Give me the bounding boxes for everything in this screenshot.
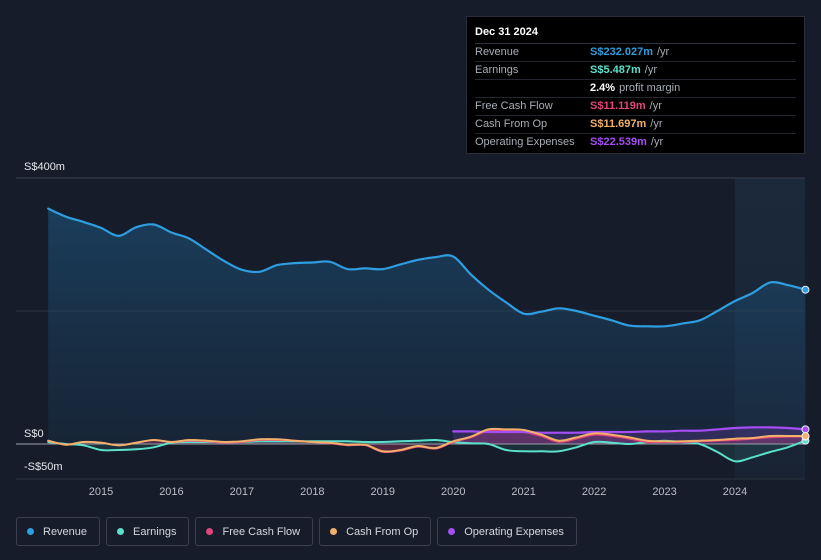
legend-item-earnings[interactable]: Earnings — [106, 517, 190, 546]
cash-from-op-end-point — [801, 432, 810, 441]
operating-expenses-dot-icon — [448, 528, 456, 535]
x-tick-label: 2019 — [371, 486, 395, 498]
legend-item-revenue[interactable]: Revenue — [16, 517, 101, 546]
x-tick-label: 2022 — [582, 486, 606, 498]
data-tooltip: Dec 31 2024 Revenue S$232.027m /yr Earni… — [466, 16, 805, 154]
tooltip-unit: /yr — [657, 46, 670, 58]
tooltip-value: 2.4% — [590, 82, 616, 94]
tooltip-row-free-cash-flow: Free Cash Flow S$11.119m /yr — [475, 98, 796, 116]
free-cash-flow-dot-icon — [206, 528, 214, 535]
legend-item-free-cash-flow[interactable]: Free Cash Flow — [195, 517, 314, 546]
legend-label: Cash From Op — [346, 525, 419, 538]
y-tick-label: S$400m — [24, 161, 65, 173]
y-tick-label: S$0 — [24, 428, 44, 440]
x-tick-label: 2018 — [300, 486, 324, 498]
tooltip-unit: profit margin — [619, 82, 681, 94]
x-tick-label: 2021 — [511, 486, 535, 498]
tooltip-value: S$22.539m — [590, 136, 647, 148]
revenue-area — [48, 208, 806, 444]
tooltip-date: Dec 31 2024 — [475, 25, 796, 44]
tooltip-row-earnings: Earnings S$5.487m /yr — [475, 62, 796, 80]
chart-legend: Revenue Earnings Free Cash Flow Cash Fro… — [16, 517, 583, 546]
legend-label: Free Cash Flow — [222, 525, 301, 538]
x-tick-label: 2020 — [441, 486, 465, 498]
tooltip-value: S$11.119m — [590, 100, 646, 112]
financial-chart: S$400m S$0 -S$50m 2015 2016 2017 2018 2019 2020 2… — [16, 161, 810, 498]
revenue-dot-icon — [27, 528, 34, 535]
operating-expenses-line — [452, 426, 807, 434]
x-tick-label: 2015 — [89, 486, 113, 498]
tooltip-value: S$232.027m — [590, 46, 653, 58]
tooltip-label: Revenue — [475, 46, 520, 58]
cash-from-op-line — [47, 427, 807, 453]
tooltip-row-operating-expenses: Operating Expenses S$22.539m /yr — [475, 134, 796, 151]
tooltip-row-cash-from-op: Cash From Op S$11.697m /yr — [475, 116, 796, 134]
tooltip-label: Cash From Op — [475, 118, 548, 130]
tooltip-unit: /yr — [650, 136, 664, 148]
x-tick-label: 2023 — [652, 486, 676, 498]
tooltip-row-profit-margin: 2.4% profit margin — [475, 80, 796, 98]
revenue-line — [47, 207, 807, 328]
x-tick-label: 2017 — [230, 486, 254, 498]
tooltip-label: Operating Expenses — [475, 136, 575, 148]
legend-label: Earnings — [133, 525, 177, 538]
operating-expenses-end-point — [801, 425, 810, 434]
x-tick-label: 2016 — [159, 486, 183, 498]
tooltip-unit: /yr — [650, 118, 663, 130]
tooltip-row-revenue: Revenue S$232.027m /yr — [475, 44, 796, 62]
tooltip-unit: /yr — [649, 100, 662, 112]
tooltip-value: S$11.697m — [590, 118, 647, 130]
y-tick-label: -S$50m — [24, 461, 63, 473]
legend-label: Revenue — [43, 525, 88, 538]
tooltip-label — [475, 80, 590, 97]
earnings-dot-icon — [117, 528, 125, 535]
revenue-end-point — [801, 285, 810, 294]
legend-item-cash-from-op[interactable]: Cash From Op — [319, 517, 432, 546]
legend-item-operating-expenses[interactable]: Operating Expenses — [437, 517, 577, 546]
legend-label: Operating Expenses — [464, 525, 564, 538]
tooltip-label: Free Cash Flow — [475, 100, 553, 112]
tooltip-unit: /yr — [644, 64, 657, 76]
tooltip-label: Earnings — [475, 64, 519, 76]
tooltip-value: S$5.487m — [590, 64, 641, 76]
cash-from-op-dot-icon — [330, 528, 338, 535]
x-tick-label: 2024 — [723, 486, 747, 498]
